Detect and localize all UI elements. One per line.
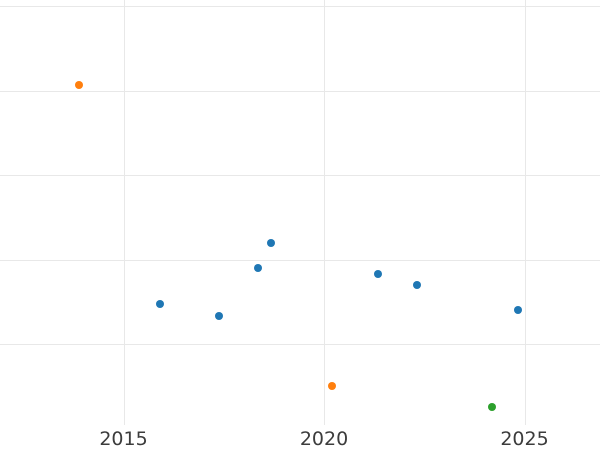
- blue-series-point: [155, 299, 164, 308]
- green-series-point: [488, 402, 497, 411]
- orange-series-point: [75, 80, 84, 89]
- blue-series-point: [267, 239, 276, 248]
- x-tick-label: 2015: [99, 428, 148, 450]
- x-tick-label: 2020: [299, 428, 349, 450]
- blue-series-point: [254, 264, 263, 273]
- horizontal-gridline: [0, 259, 600, 261]
- vertical-gridline: [524, 0, 526, 425]
- orange-series-point: [328, 382, 337, 391]
- blue-series-point: [413, 281, 422, 290]
- blue-series-point: [214, 311, 223, 320]
- horizontal-gridline: [0, 90, 600, 92]
- horizontal-gridline: [0, 175, 600, 176]
- horizontal-gridline: [0, 5, 600, 7]
- vertical-gridline: [324, 0, 325, 425]
- horizontal-gridline: [0, 343, 600, 345]
- vertical-gridline: [123, 0, 125, 425]
- blue-series-point: [373, 270, 382, 279]
- blue-series-point: [513, 305, 522, 314]
- x-tick-label: 2025: [500, 428, 549, 450]
